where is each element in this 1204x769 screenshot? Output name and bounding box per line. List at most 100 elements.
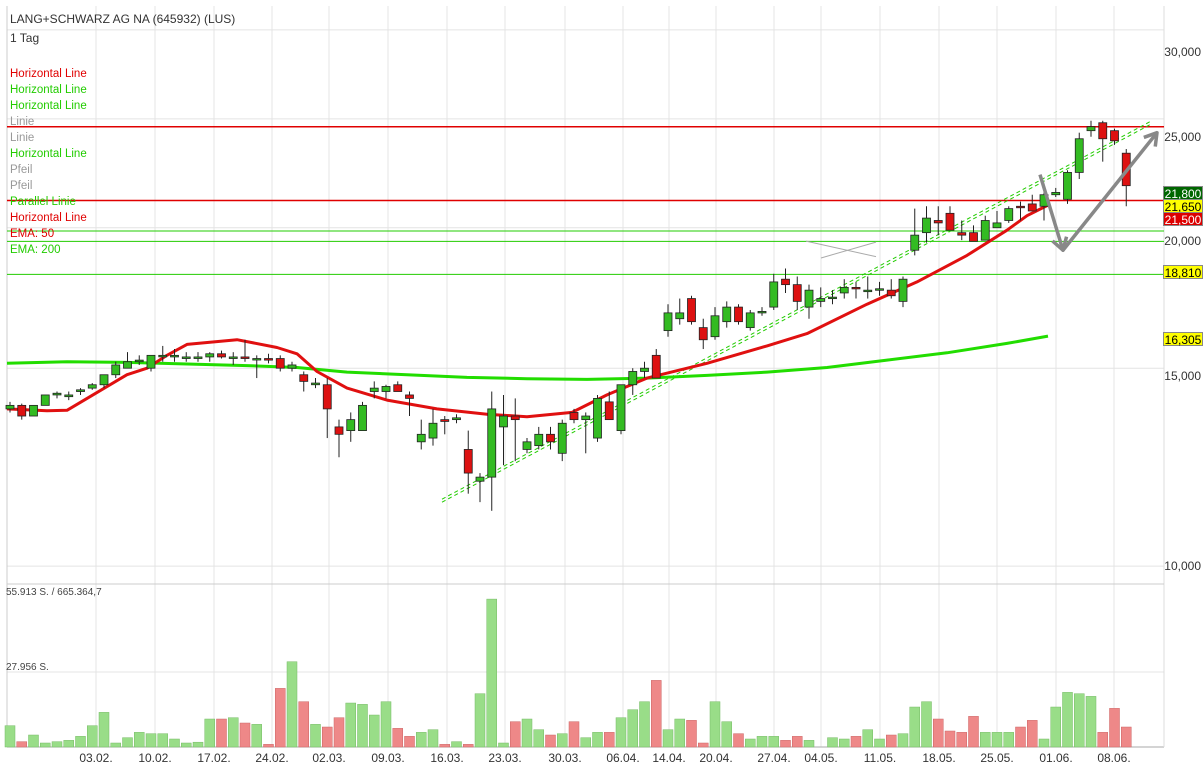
volume-bar xyxy=(1109,708,1120,748)
legend-item[interactable]: Horizontal Line xyxy=(10,68,87,80)
candle xyxy=(40,394,50,406)
legend-item[interactable]: Pfeil xyxy=(10,180,33,192)
volume-bar xyxy=(369,714,380,748)
volume-bar xyxy=(357,704,368,748)
volume-bar xyxy=(874,738,885,748)
candle-body xyxy=(687,298,696,323)
candle-body xyxy=(205,353,215,358)
candle xyxy=(898,276,908,308)
date-tick-label: 02.03. xyxy=(312,751,346,765)
volume-bar xyxy=(674,718,685,748)
date-tick-label: 14.04. xyxy=(652,751,686,765)
candle xyxy=(945,206,955,231)
volume-bar xyxy=(1121,726,1132,748)
candle-body xyxy=(757,311,767,314)
candle xyxy=(816,287,826,308)
candle-body xyxy=(640,367,649,372)
arrow-annotations xyxy=(1038,130,1159,252)
candle xyxy=(111,361,121,379)
candle-body xyxy=(99,374,109,386)
legend-item[interactable]: Linie xyxy=(10,116,35,128)
candle-body xyxy=(534,433,544,447)
candle xyxy=(628,368,638,395)
date-tick-label: 10.02. xyxy=(138,751,172,765)
volume-bar xyxy=(568,721,580,748)
candle xyxy=(1051,187,1061,198)
volume-bar xyxy=(944,730,956,748)
volume-bar xyxy=(263,744,274,748)
candle-body xyxy=(1098,122,1108,140)
volume-mid-label: 27.956 S. xyxy=(6,662,49,673)
candle xyxy=(346,412,356,442)
legend-item[interactable]: Horizontal Line xyxy=(10,148,87,160)
volume-bar xyxy=(533,729,544,748)
volume-bar xyxy=(157,733,168,748)
date-tick-label: 17.02. xyxy=(197,751,231,765)
candle-body xyxy=(487,408,497,478)
volume-bar xyxy=(756,736,768,748)
candle-body xyxy=(111,364,121,376)
candle xyxy=(369,381,379,399)
candle xyxy=(933,206,943,236)
candle-body xyxy=(769,281,779,308)
candle-body xyxy=(628,371,638,386)
volume-bar xyxy=(392,728,403,748)
volume-bar xyxy=(627,709,638,748)
candle xyxy=(275,355,285,372)
candle-body xyxy=(440,419,450,422)
volume-bar xyxy=(921,701,932,748)
legend-item[interactable]: Linie xyxy=(10,132,35,144)
price-tick-label: 15,000 xyxy=(1164,369,1201,383)
candle xyxy=(593,394,602,442)
candle-body xyxy=(980,220,990,241)
volume-bar xyxy=(780,740,791,748)
volume-bar xyxy=(521,718,533,748)
volume-bar xyxy=(1015,726,1026,748)
candle-body xyxy=(40,394,50,406)
candle-body xyxy=(851,286,861,290)
volume-bar xyxy=(416,732,427,748)
candle xyxy=(839,279,849,299)
candle-body xyxy=(416,433,426,443)
volume-bar xyxy=(322,726,333,748)
volume-bar xyxy=(134,732,145,748)
volume-bar xyxy=(427,729,439,748)
candle-body xyxy=(898,278,908,302)
legend-item[interactable]: Parallel Linie xyxy=(10,196,76,208)
candle-body xyxy=(734,306,743,323)
volume-bar xyxy=(745,738,756,748)
date-tick-label: 27.04. xyxy=(757,751,791,765)
legend-item[interactable]: Horizontal Line xyxy=(10,84,87,96)
candle xyxy=(1063,170,1072,204)
candle-body xyxy=(522,441,532,450)
candle-body xyxy=(804,289,814,308)
candle xyxy=(722,301,732,328)
candle-body xyxy=(240,356,250,359)
price-tick-label: 25,000 xyxy=(1164,130,1201,144)
candle xyxy=(287,361,297,372)
volume-bar xyxy=(51,741,63,748)
date-tick-label: 23.03. xyxy=(488,751,522,765)
candle-body xyxy=(616,384,626,431)
candle xyxy=(1016,201,1025,221)
volume-bar xyxy=(1050,706,1061,748)
volume-bar xyxy=(897,733,909,748)
legend-item[interactable]: Pfeil xyxy=(10,164,33,176)
candle-body xyxy=(933,220,943,224)
date-tick-label: 11.05. xyxy=(863,751,897,765)
legend-item[interactable]: Horizontal Line xyxy=(10,212,87,224)
volume-bar xyxy=(592,732,603,748)
price-tick-label: 20,000 xyxy=(1164,234,1201,248)
legend-item[interactable]: EMA: 200 xyxy=(10,244,61,256)
candle xyxy=(957,220,967,241)
candle xyxy=(452,414,461,424)
volume-bar xyxy=(404,736,415,748)
legend-item[interactable]: EMA: 50 xyxy=(10,228,55,240)
volume-bar xyxy=(498,742,509,748)
candle-body xyxy=(604,401,614,421)
volume-bars xyxy=(4,598,1132,748)
candle-body xyxy=(957,232,967,236)
legend-item[interactable]: Horizontal Line xyxy=(10,100,87,112)
candle xyxy=(205,352,215,362)
